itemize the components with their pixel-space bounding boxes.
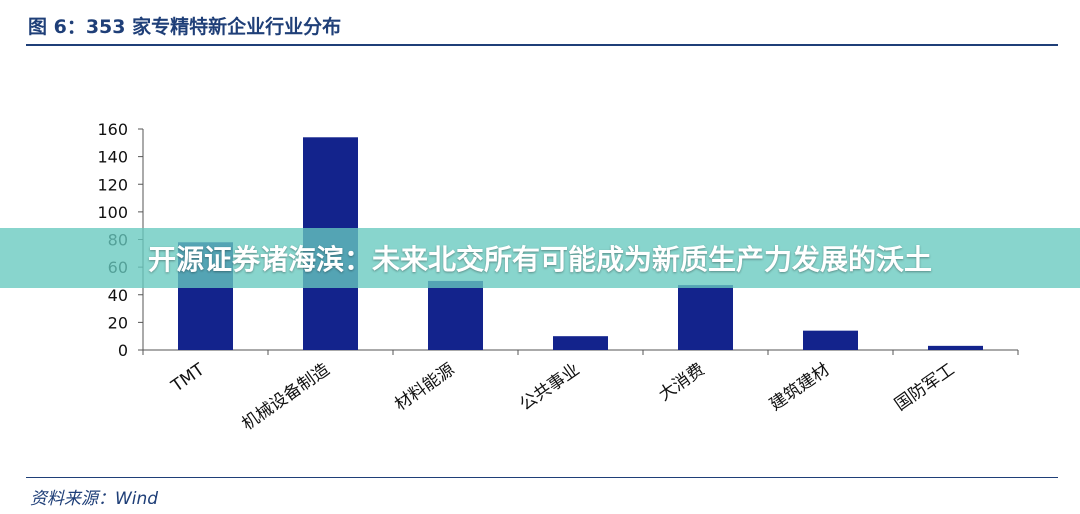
x-tick-label: 公共事业 — [516, 360, 583, 415]
y-tick-label: 40 — [108, 286, 128, 305]
y-tick-label: 100 — [97, 203, 128, 222]
figure-title: 图 6：353 家专精特新企业行业分布 — [28, 16, 342, 38]
y-tick-label: 20 — [108, 313, 128, 332]
banner-text: 开源证券诸海滨：未来北交所有可能成为新质生产力发展的沃土 — [147, 243, 932, 276]
bar-4 — [678, 285, 733, 350]
y-tick-label: 120 — [97, 175, 128, 194]
x-tick-label: 材料能源 — [391, 360, 458, 415]
overlay-banner: 开源证券诸海滨：未来北交所有可能成为新质生产力发展的沃土 — [0, 228, 1080, 288]
x-tick-label: 大消费 — [655, 360, 708, 406]
y-tick-label: 160 — [97, 120, 128, 139]
x-tick-label: 建筑建材 — [766, 360, 833, 415]
bar-5 — [803, 330, 858, 350]
x-tick-label: 国防军工 — [891, 360, 958, 415]
bar-3 — [553, 336, 608, 350]
source-note: 资料来源：Wind — [30, 489, 159, 509]
y-tick-label: 0 — [118, 341, 128, 360]
title-rule — [26, 44, 1058, 46]
x-tick-label: 机械设备制造 — [238, 360, 333, 435]
y-tick-label: 140 — [97, 148, 128, 167]
x-tick-label: TMT — [167, 359, 209, 397]
source-rule — [26, 477, 1058, 478]
bar-6 — [928, 345, 983, 350]
bar-2 — [428, 280, 483, 350]
